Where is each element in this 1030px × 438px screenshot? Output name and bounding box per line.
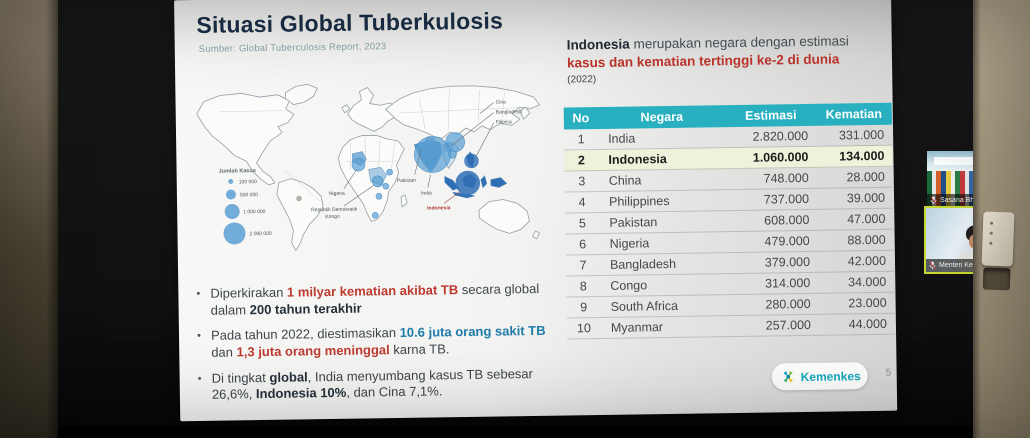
legend-title: Jumlah Kasus bbox=[219, 168, 256, 175]
kemenkes-logo-icon bbox=[783, 371, 793, 383]
bullet-item: • Pada tahun 2022, diestimasikan 10.6 ju… bbox=[197, 323, 569, 362]
bullet-marker: • bbox=[196, 330, 201, 343]
case-bubbles bbox=[296, 132, 481, 219]
wall-light-switch bbox=[981, 211, 1017, 296]
continent-outlines bbox=[196, 83, 541, 251]
legend-item-2: 1 000 000 bbox=[243, 209, 266, 215]
bullet-marker: • bbox=[196, 287, 201, 301]
bullet-item: • Di tingkat global, India menyumbang ka… bbox=[198, 365, 570, 404]
mic-muted-icon bbox=[930, 196, 937, 205]
map-label-india: India bbox=[421, 191, 432, 197]
heading-lead-rest: merupakan negara dengan estimasi bbox=[629, 33, 849, 52]
legend-item-1: 500 000 bbox=[240, 192, 258, 198]
switch-plate bbox=[981, 211, 1015, 267]
source-caption: Sumber: Global Tuberculosis Report, 2023 bbox=[198, 41, 387, 55]
right-wall bbox=[973, 0, 1030, 438]
col-header-no: No bbox=[572, 111, 590, 126]
map-legend: Jumlah Kasus 100 000 500 000 1 000 000 2… bbox=[219, 168, 272, 245]
bullet-list: • Diperkirakan 1 milyar kematian akibat … bbox=[196, 281, 570, 413]
map-label-filipina: Filipina bbox=[496, 119, 512, 125]
legend-item-0: 100 000 bbox=[239, 179, 257, 185]
map-label-kongo-line2: Kongo bbox=[325, 214, 340, 220]
country-borders bbox=[219, 88, 530, 203]
tb-ranking-table: No Negara Estimasi Kematian 1 India 2.820.… bbox=[563, 102, 896, 340]
legend-item-3: 2 000 000 bbox=[249, 231, 272, 237]
bullet-text: Diperkirakan 1 milyar kematian akibat TB… bbox=[210, 280, 540, 318]
mic-muted-icon bbox=[929, 261, 936, 270]
map-label-cina: Cina bbox=[496, 99, 507, 105]
col-header-estimasi: Estimasi bbox=[744, 108, 797, 123]
world-tb-bubble-map: Cina Bangladesh Filipina Pakistan India … bbox=[196, 83, 541, 251]
left-wall bbox=[0, 0, 60, 438]
kemenkes-logo-label: Kemenkes bbox=[800, 368, 861, 384]
map-label-pakistan: Pakistan bbox=[397, 178, 416, 184]
col-header-kematian: Kematian bbox=[825, 106, 883, 122]
participant-name: Sasana Bhakti Praja bbox=[940, 197, 1001, 204]
bullet-item: • Diperkirakan 1 milyar kematian akibat … bbox=[196, 281, 568, 320]
heading-bold-lead: Indonesia bbox=[566, 36, 630, 53]
presentation-slide: Situasi Global Tuberkulosis Sumber: Glob… bbox=[174, 0, 898, 422]
col-header-negara: Negara bbox=[640, 109, 684, 125]
map-leader-lines bbox=[343, 102, 495, 207]
map-label-nigeria: Nigeria bbox=[329, 191, 345, 197]
tv-screen: Situasi Global Tuberkulosis Sumber: Glob… bbox=[58, 0, 1023, 438]
bullet-text: Pada tahun 2022, diestimasikan 10.6 juta… bbox=[210, 323, 546, 360]
page-number: 5 bbox=[885, 367, 892, 379]
kemenkes-logo: Kemenkes bbox=[771, 362, 868, 391]
switch-recess bbox=[982, 267, 1011, 291]
bullet-text: Di tingkat global, India menyumbang kasu… bbox=[211, 365, 534, 402]
table-row: 10 Myanmar 257.000 44.000 bbox=[566, 313, 896, 340]
map-label-bangladesh: Bangladesh bbox=[496, 109, 523, 115]
right-column-heading: Indonesia merupakan negara dengan estima… bbox=[567, 32, 898, 87]
bullet-marker: • bbox=[197, 372, 202, 385]
page-title: Situasi Global Tuberkulosis bbox=[196, 7, 504, 38]
map-label-kongo-line1: Republik Demokratik bbox=[311, 207, 358, 214]
map-country-labels: Cina Bangladesh Filipina Pakistan India … bbox=[311, 99, 523, 220]
map-label-indonesia: Indonesia bbox=[427, 205, 451, 211]
